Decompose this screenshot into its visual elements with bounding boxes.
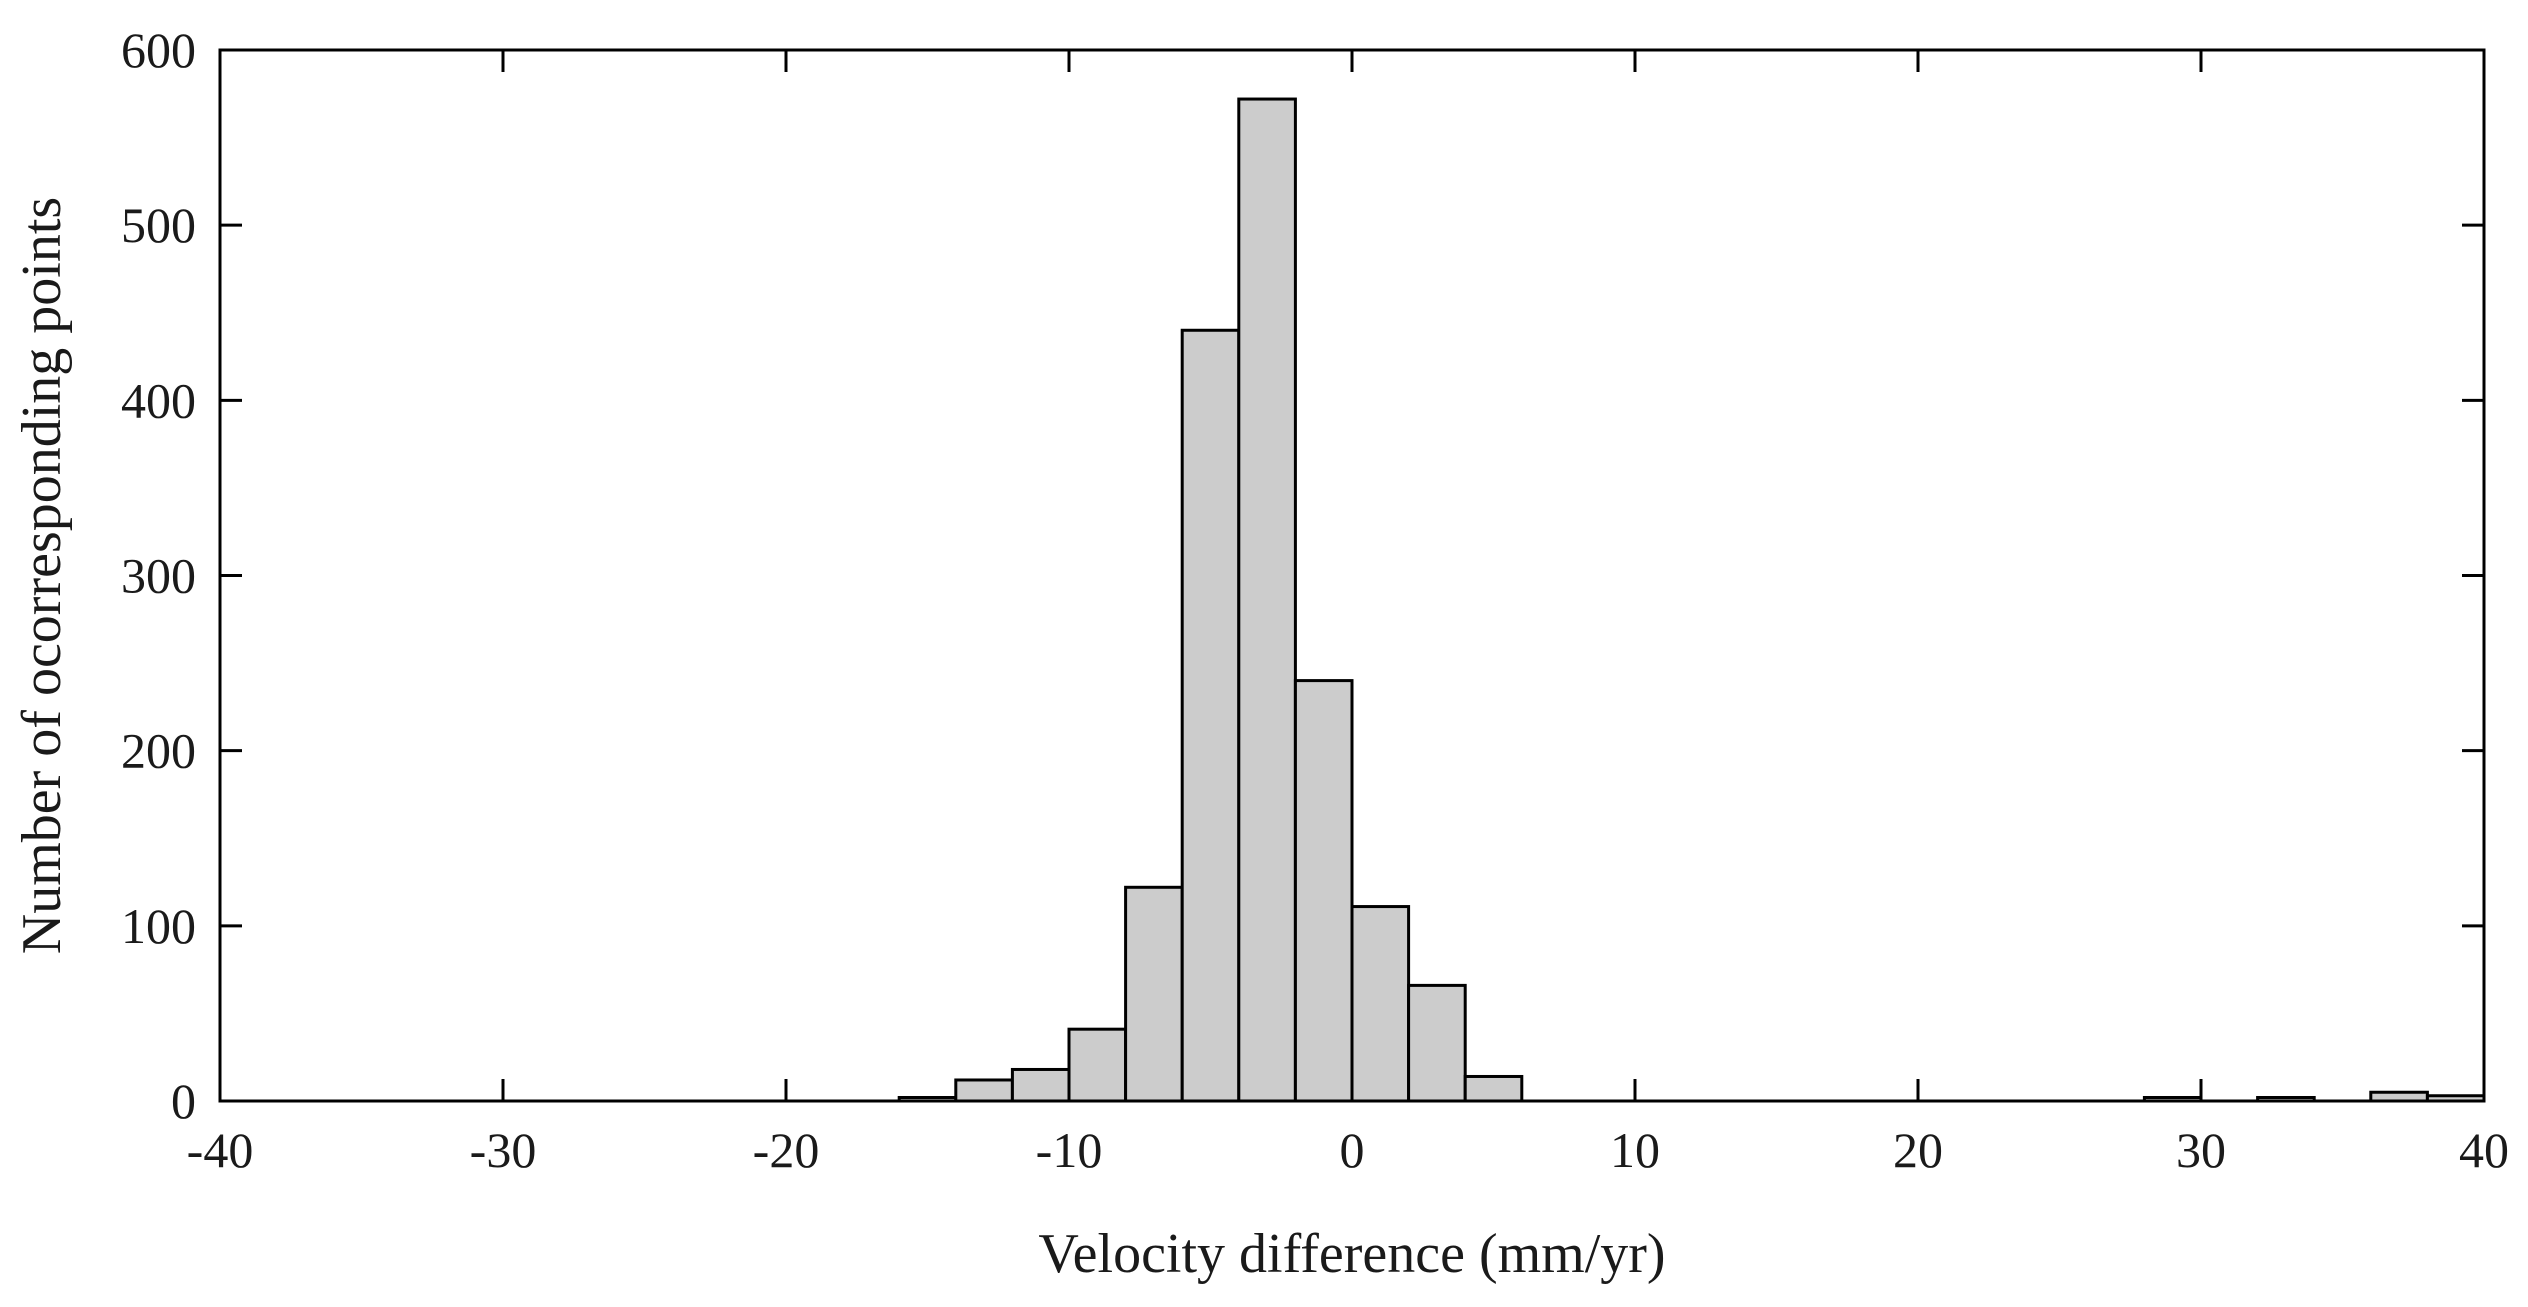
x-tick-label: 40: [2459, 1122, 2509, 1178]
histogram-bar: [1463, 1074, 1524, 1103]
histogram-bar: [1124, 885, 1184, 1103]
y-tick-label: 300: [121, 548, 196, 604]
labels-layer: -40 -30 -20 -10 0 10 20 30 400100200300400500600…: [11, 22, 2509, 1285]
x-tick-label: 20: [1893, 1122, 1943, 1178]
y-tick-label: 500: [121, 197, 196, 253]
x-tick-label: 30: [2176, 1122, 2226, 1178]
histogram-bar: [1237, 97, 1297, 1103]
y-tick-label: 600: [121, 22, 196, 78]
histogram-bar: [1180, 328, 1241, 1103]
y-tick-label: 100: [121, 898, 196, 954]
x-tick-label: 0: [1340, 1122, 1365, 1178]
x-tick-label: -30: [470, 1122, 537, 1178]
x-tick-label: 10: [1610, 1122, 1660, 1178]
histogram-bar: [1350, 905, 1411, 1103]
histogram-bar: [954, 1078, 1014, 1103]
x-tick-label: -10: [1036, 1122, 1103, 1178]
y-tick-label: 400: [121, 372, 196, 428]
y-tick-label: 200: [121, 723, 196, 779]
x-tick-label: -40: [187, 1122, 254, 1178]
bars-layer: [897, 97, 2486, 1103]
axes-layer: [218, 48, 2486, 1103]
x-tick-label: -20: [753, 1122, 820, 1178]
y-tick-label: 0: [171, 1073, 196, 1129]
histogram-bar: [1293, 679, 1354, 1103]
x-axis-label: Velocity difference (mm/yr): [1038, 1223, 1665, 1285]
histogram-bar: [1010, 1067, 1071, 1103]
y-axis-label: Number of ocorresponding points: [11, 197, 73, 954]
histogram-bar: [1407, 983, 1467, 1103]
histogram-bar: [1067, 1027, 1128, 1103]
